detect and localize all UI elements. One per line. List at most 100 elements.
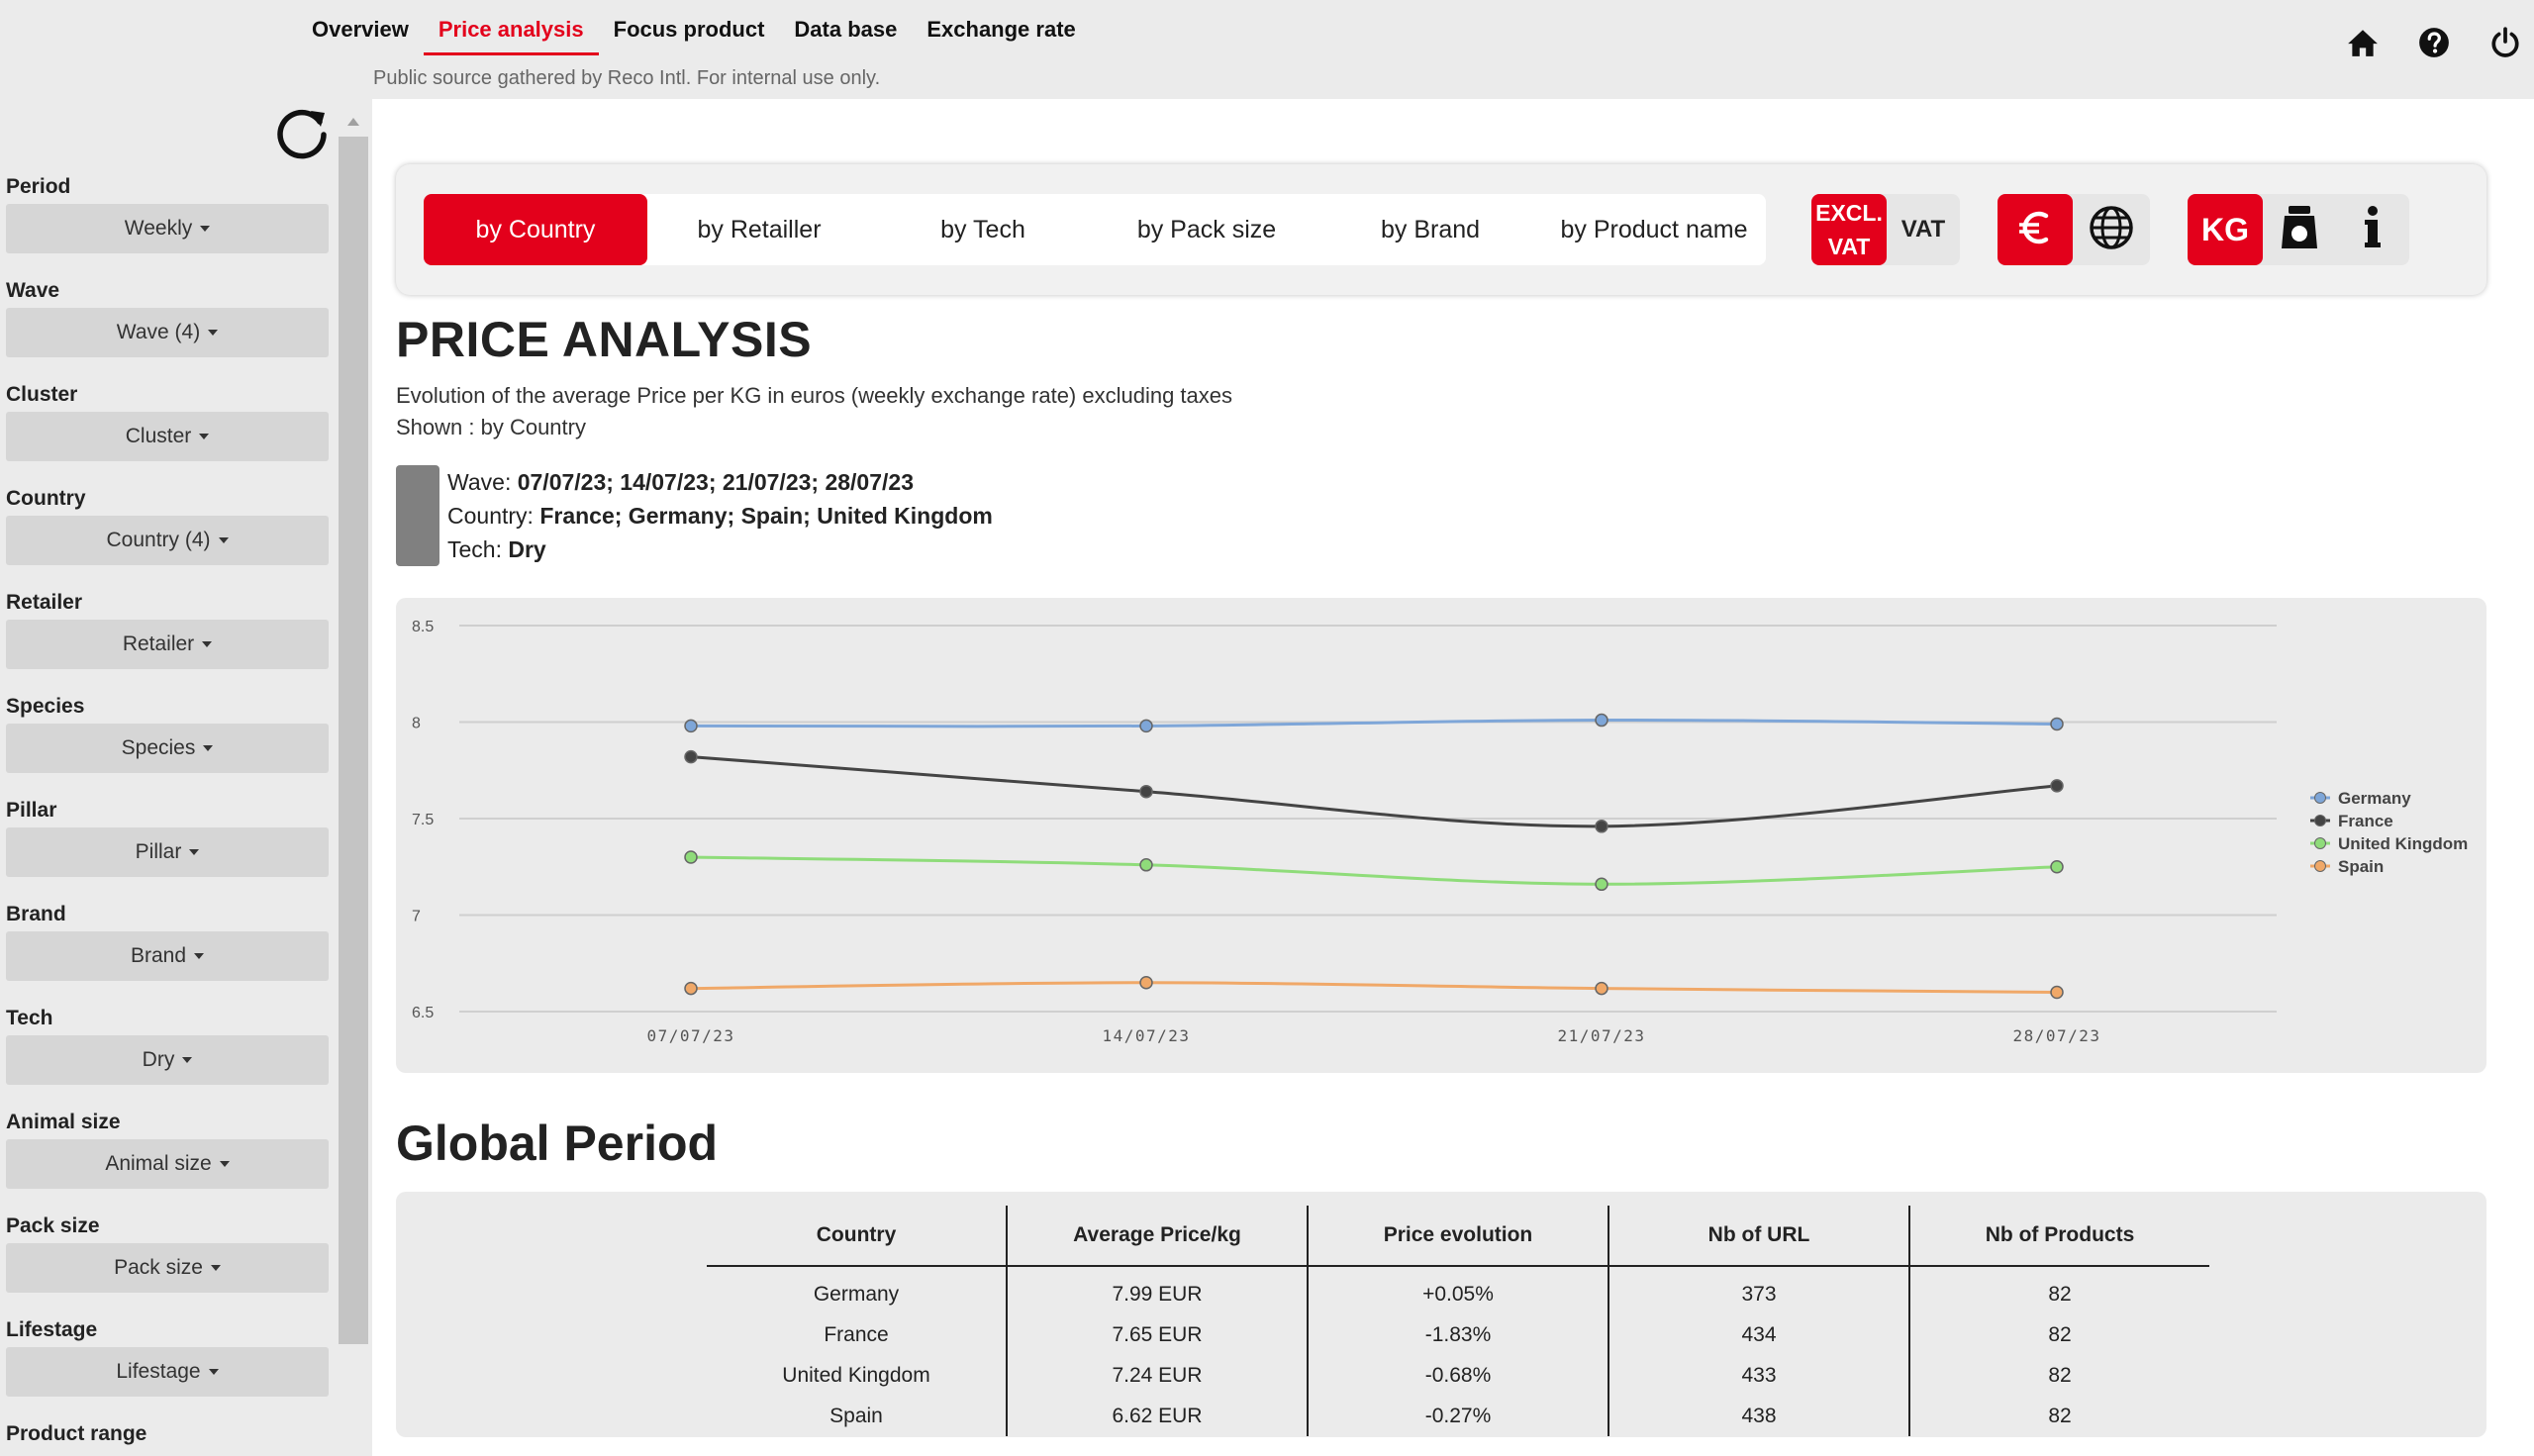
filter-label-period: Period bbox=[6, 175, 71, 198]
pack-unit-button[interactable] bbox=[2263, 194, 2336, 265]
y-tick-label: 6.5 bbox=[412, 1005, 434, 1021]
sidebar-scrollbar[interactable] bbox=[339, 111, 368, 1456]
help-icon[interactable] bbox=[2417, 26, 2451, 59]
col-header-country: Country bbox=[707, 1206, 1007, 1267]
filter-label-wave: Wave bbox=[6, 279, 60, 302]
nav-tab-overview[interactable]: Overview bbox=[312, 17, 409, 42]
country-summary: Country: France; Germany; Spain; United … bbox=[447, 499, 993, 533]
power-icon[interactable] bbox=[2488, 26, 2522, 59]
scrollbar-thumb[interactable] bbox=[339, 137, 368, 1344]
chart-description: Evolution of the average Price per KG in… bbox=[396, 383, 1233, 408]
filter-dropdown-lifestage[interactable]: Lifestage bbox=[6, 1347, 329, 1397]
scroll-up-arrow[interactable] bbox=[339, 111, 368, 133]
filter-dropdown-animal-size[interactable]: Animal size bbox=[6, 1139, 329, 1189]
price-chart-panel: 8.5 8 7.5 7 6.5 07/07/23 14/07/23 21/07/23 28/07… bbox=[396, 598, 2486, 1073]
data-point-spain bbox=[2050, 985, 2064, 1000]
shown-by-label: Shown : by Country bbox=[396, 415, 586, 439]
euro-button[interactable] bbox=[1998, 194, 2073, 265]
col-header-avg-price: Average Price/kg bbox=[1006, 1206, 1308, 1267]
caret-down-icon bbox=[194, 953, 205, 959]
table-row: Germany 7.99 EUR +0.05% 373 82 bbox=[707, 1266, 2209, 1314]
caret-down-icon bbox=[189, 849, 200, 855]
price-line-chart: 8.5 8 7.5 7 6.5 07/07/23 14/07/23 21/07/23 28/07… bbox=[412, 619, 2468, 1045]
tab-by-product-name[interactable]: by Product name bbox=[1560, 215, 1748, 243]
table-cell: 433 bbox=[1608, 1355, 1909, 1396]
source-disclaimer: Public source gathered by Reco Intl. For… bbox=[373, 67, 881, 89]
table-cell: 82 bbox=[1908, 1355, 2209, 1396]
excl-vat-button[interactable]: EXCL. VAT bbox=[1811, 194, 1887, 265]
y-tick-label: 7.5 bbox=[412, 812, 434, 828]
caret-down-icon bbox=[208, 1369, 219, 1375]
filter-dropdown-retailer[interactable]: Retailer bbox=[6, 620, 329, 669]
tab-by-brand[interactable]: by Brand bbox=[1380, 215, 1481, 243]
data-point-france bbox=[2050, 779, 2064, 793]
filter-label-species: Species bbox=[6, 695, 85, 718]
filter-dropdown-species[interactable]: Species bbox=[6, 724, 329, 773]
table-cell: Germany bbox=[813, 1282, 900, 1306]
filter-label-pillar: Pillar bbox=[6, 799, 57, 822]
filter-summary-bar bbox=[396, 465, 439, 566]
table-header-row: Country Average Price/kg Price evolution… bbox=[707, 1206, 2209, 1267]
legend-marker-spain bbox=[2314, 860, 2326, 872]
col-header-price-evolution: Price evolution bbox=[1307, 1206, 1608, 1267]
filter-label-product-range: Product range bbox=[6, 1422, 147, 1445]
filter-dropdown-pillar[interactable]: Pillar bbox=[6, 827, 329, 877]
kg-button[interactable]: KG bbox=[2188, 194, 2263, 265]
data-point-germany bbox=[2050, 717, 2064, 731]
data-point-united-kingdom bbox=[1139, 858, 1153, 872]
series-line-germany bbox=[690, 719, 2058, 728]
series-line-france bbox=[690, 755, 2058, 828]
x-tick-label: 07/07/23 bbox=[646, 1026, 734, 1045]
filter-value: Weekly bbox=[124, 217, 193, 240]
tab-by-country[interactable]: by Country bbox=[424, 194, 647, 265]
euro-icon bbox=[2013, 206, 2057, 254]
table-cell: 7.99 EUR bbox=[1006, 1266, 1308, 1314]
global-period-title: Global Period bbox=[396, 1116, 719, 1171]
table-cell: France bbox=[824, 1322, 889, 1346]
nav-tab-data-base[interactable]: Data base bbox=[794, 17, 898, 42]
x-tick-label: 14/07/23 bbox=[1102, 1026, 1190, 1045]
filter-dropdown-country[interactable]: Country (4) bbox=[6, 516, 329, 565]
filter-label-country: Country bbox=[6, 487, 86, 510]
filter-dropdown-brand[interactable]: Brand bbox=[6, 931, 329, 981]
refresh-icon[interactable] bbox=[273, 103, 331, 160]
caret-down-icon bbox=[182, 1057, 193, 1063]
table-row: Spain 6.62 EUR -0.27% 438 82 bbox=[707, 1396, 2209, 1436]
nav-tab-focus-product[interactable]: Focus product bbox=[613, 17, 765, 42]
local-currency-button[interactable] bbox=[2073, 194, 2150, 265]
filter-value: Lifestage bbox=[116, 1360, 201, 1383]
info-button[interactable] bbox=[2336, 194, 2409, 265]
nav-tab-exchange-rate[interactable]: Exchange rate bbox=[926, 17, 1076, 42]
caret-down-icon bbox=[199, 434, 210, 439]
filter-value: Wave (4) bbox=[116, 321, 201, 343]
series-line-spain bbox=[690, 981, 2058, 994]
tab-by-retailer[interactable]: by Retailler bbox=[697, 215, 822, 243]
currency-toggle bbox=[1998, 194, 2150, 265]
filter-value: Pillar bbox=[135, 840, 182, 863]
table-cell: 6.62 EUR bbox=[1006, 1396, 1308, 1436]
vat-label: VAT bbox=[1900, 216, 1946, 243]
filter-label-tech: Tech bbox=[6, 1007, 53, 1029]
page-title: PRICE ANALYSIS bbox=[396, 312, 813, 367]
data-point-france bbox=[1139, 784, 1153, 799]
nav-tab-price-analysis[interactable]: Price analysis bbox=[423, 0, 599, 55]
main-content: by Country by Retailler by Tech by Pack … bbox=[372, 99, 2534, 1456]
table-cell: 438 bbox=[1608, 1396, 1909, 1436]
caret-down-icon bbox=[219, 1161, 230, 1167]
filter-dropdown-period[interactable]: Weekly bbox=[6, 204, 329, 253]
table-row: United Kingdom 7.24 EUR -0.68% 433 82 bbox=[707, 1355, 2209, 1396]
legend-label-united-kingdom: United Kingdom bbox=[2338, 834, 2468, 853]
filter-dropdown-tech[interactable]: Dry bbox=[6, 1035, 329, 1085]
filter-value: Country (4) bbox=[106, 529, 211, 551]
caret-down-icon bbox=[203, 745, 214, 751]
wave-summary-label: Wave: bbox=[447, 469, 518, 495]
data-point-spain bbox=[1595, 981, 1608, 996]
tab-by-pack-size[interactable]: by Pack size bbox=[1136, 215, 1277, 243]
filter-dropdown-wave[interactable]: Wave (4) bbox=[6, 308, 329, 357]
filter-dropdown-cluster[interactable]: Cluster bbox=[6, 412, 329, 461]
filter-dropdown-pack-size[interactable]: Pack size bbox=[6, 1243, 329, 1293]
table-cell: Spain bbox=[829, 1404, 883, 1427]
home-icon[interactable] bbox=[2346, 26, 2380, 59]
tab-by-tech[interactable]: by Tech bbox=[940, 215, 1025, 243]
vat-button[interactable]: VAT bbox=[1887, 194, 1960, 265]
